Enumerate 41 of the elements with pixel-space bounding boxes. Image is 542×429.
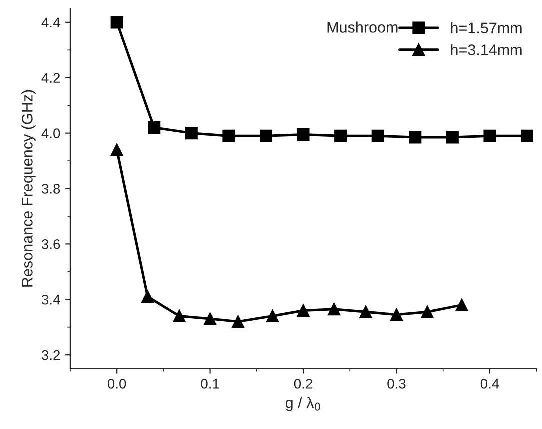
y-tick-label: 3.8 [42, 184, 60, 194]
y-tick-label: 4.0 [42, 128, 60, 138]
legend-label: h=3.14mm [451, 44, 522, 56]
x-tick-label: 0.3 [388, 379, 406, 389]
point [110, 16, 124, 29]
point [266, 310, 280, 323]
point [456, 298, 468, 312]
point [409, 131, 422, 144]
point [421, 306, 434, 318]
point [222, 130, 236, 142]
point [360, 306, 372, 318]
point [110, 144, 124, 156]
y-axis-title: Resonance Frequency (GHz) [22, 90, 36, 287]
x-tick-label: 0.4 [480, 379, 500, 389]
point [328, 303, 341, 316]
point [185, 127, 198, 140]
point [334, 130, 348, 142]
point [372, 130, 384, 142]
y-tick-label: 3.6 [42, 240, 60, 250]
x-tick-label: 0.0 [108, 379, 126, 389]
point [148, 122, 161, 134]
legend-title: Mushroom [328, 22, 398, 33]
x-tick-label: 0.1 [201, 379, 220, 389]
x-tick-label: 0.2 [294, 379, 312, 389]
point [232, 316, 245, 328]
point [297, 128, 310, 141]
point [521, 130, 534, 142]
point [446, 131, 459, 144]
point [204, 312, 217, 326]
point [173, 310, 186, 323]
y-tick-label: 4.2 [42, 73, 60, 83]
point [297, 304, 310, 317]
point [260, 130, 272, 142]
x-axis-title: g / λ$_{0}$ [286, 397, 320, 412]
y-tick-label: 4.4 [42, 18, 60, 28]
y-tick-label: 3.2 [42, 350, 60, 360]
y-tick-label: 3.4 [42, 294, 60, 305]
point [142, 290, 154, 304]
point [390, 308, 403, 322]
point [484, 130, 496, 142]
legend-label: h=1.57mm [451, 22, 522, 34]
